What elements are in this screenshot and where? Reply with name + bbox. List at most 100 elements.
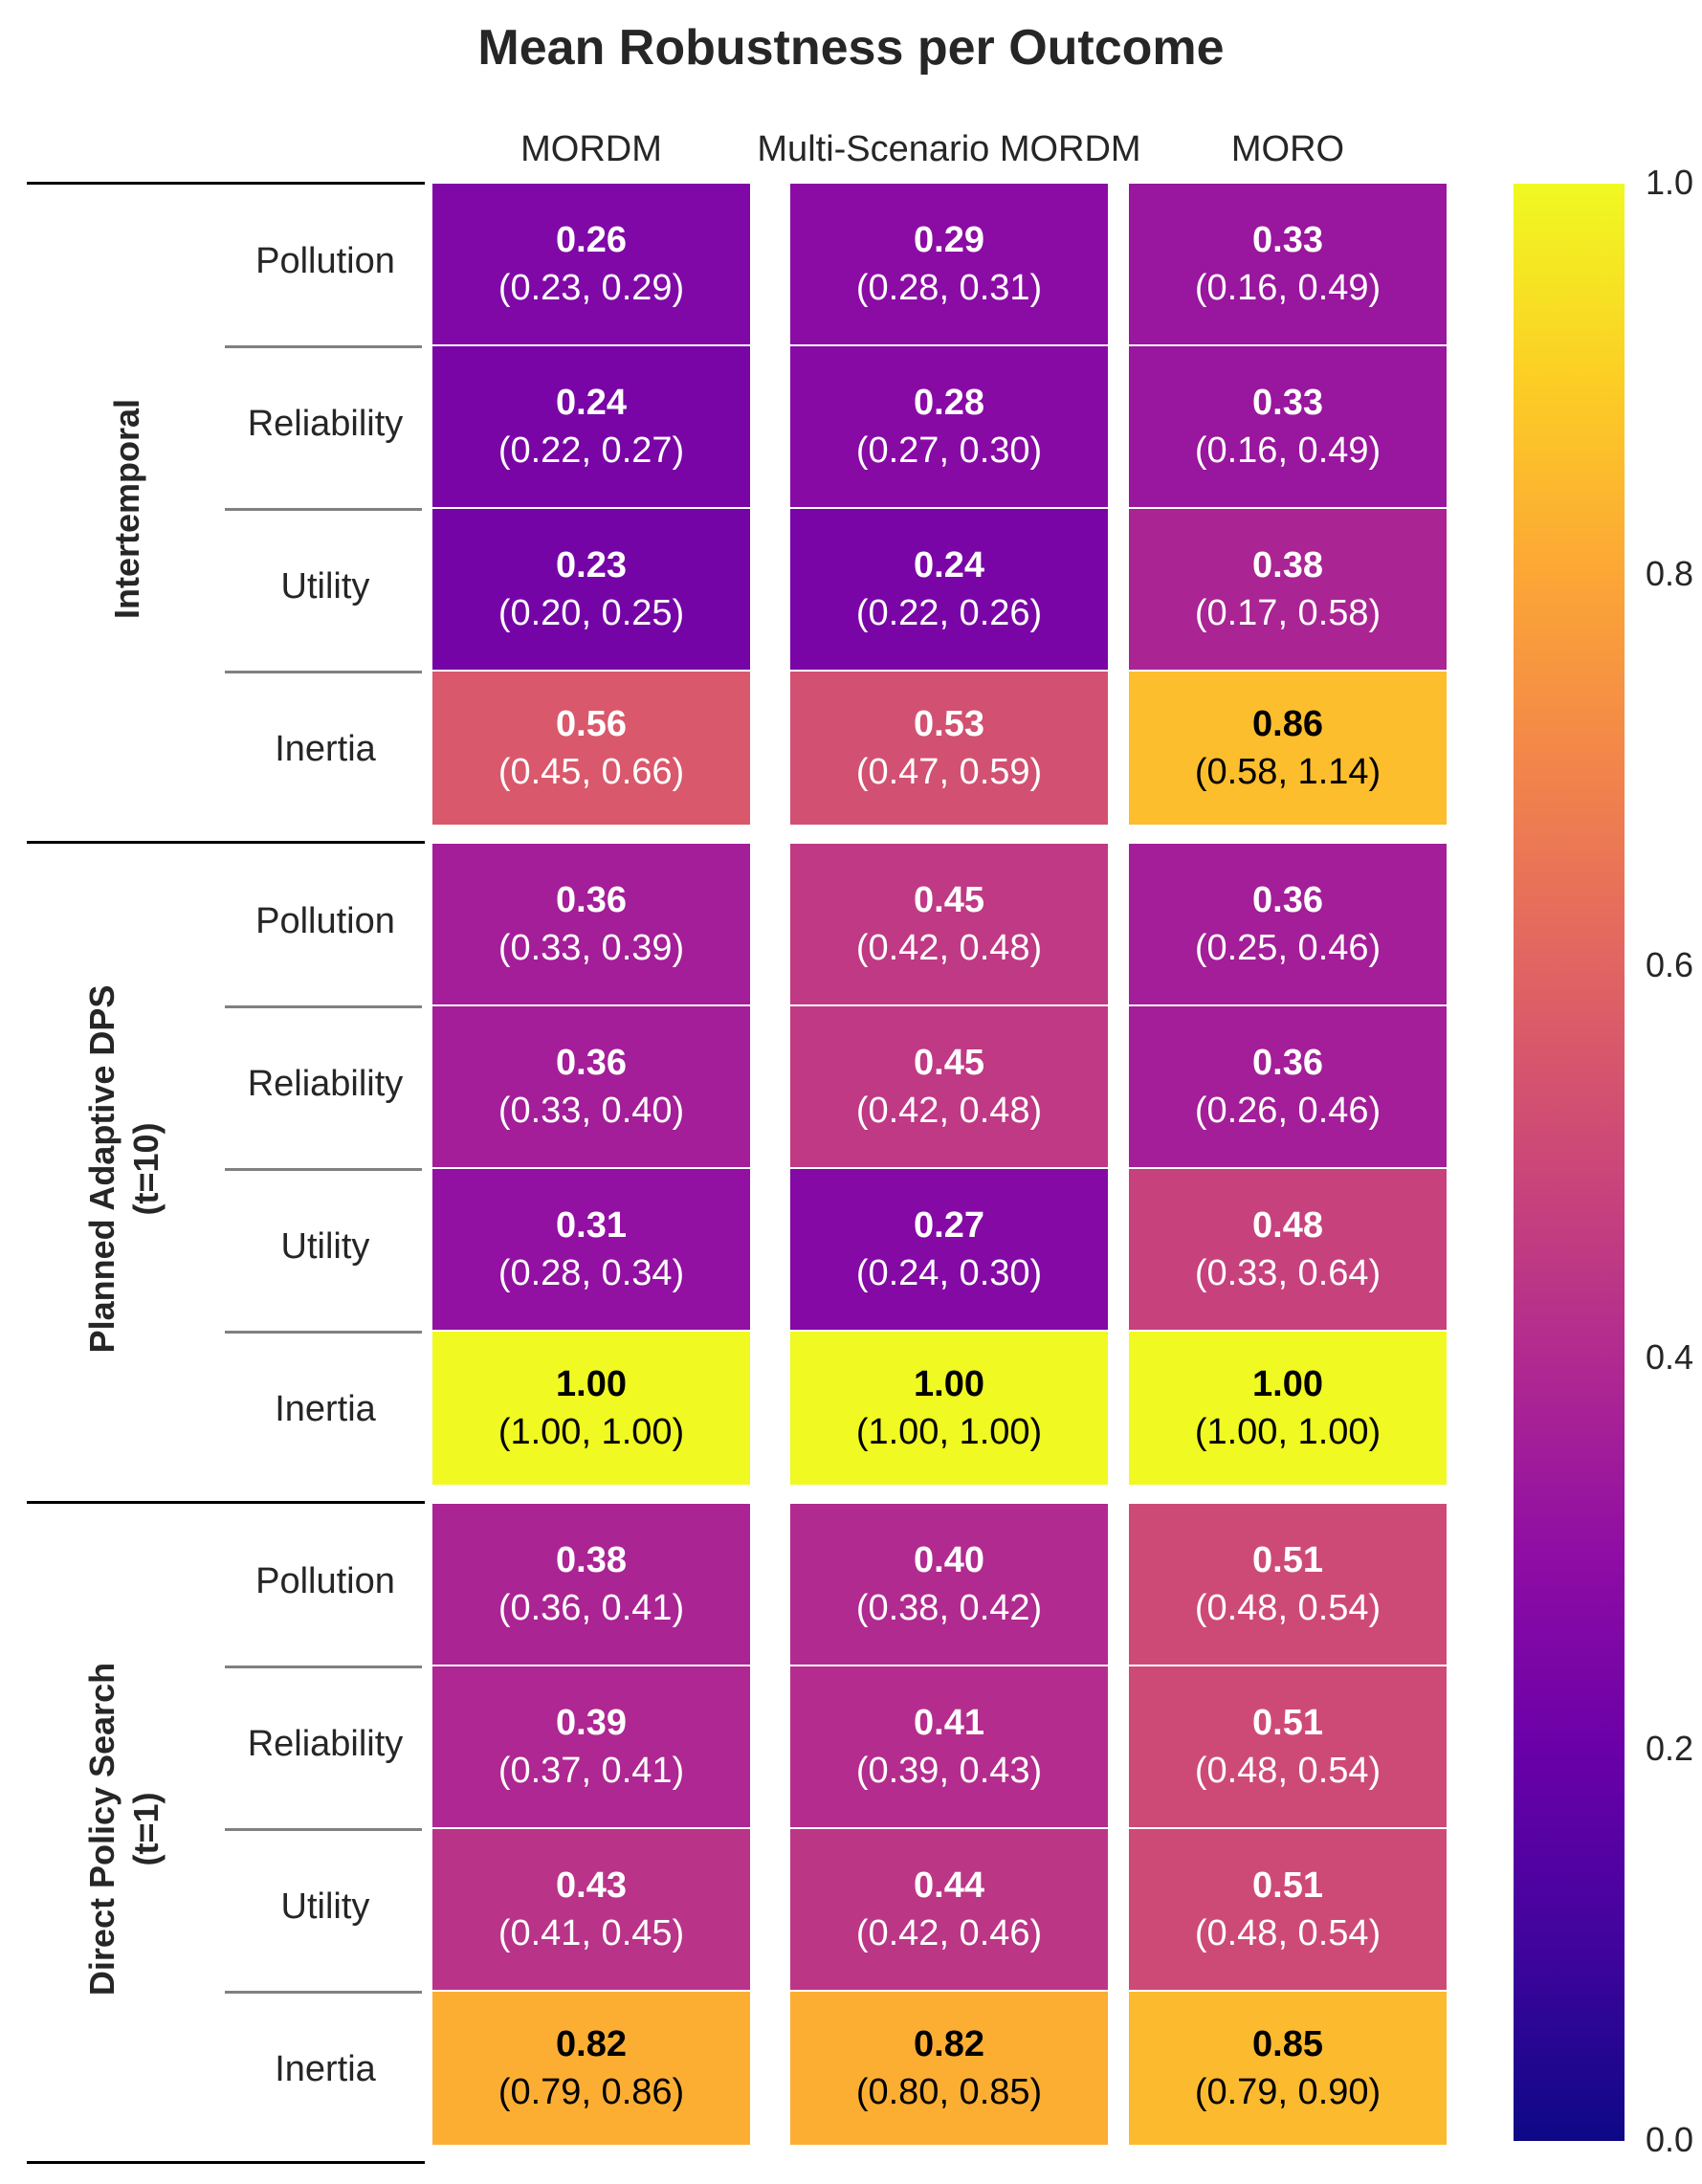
row-label: Pollution [255, 901, 395, 941]
cell-value: 0.40 [914, 1540, 984, 1580]
cell-value: 0.51 [1252, 1703, 1323, 1743]
cell-interval: (0.42, 0.46) [855, 1913, 1043, 1953]
heatmap-cell: 0.36 (0.25, 0.46) [1129, 844, 1447, 1004]
cell-value: 0.36 [556, 1043, 627, 1083]
colorbar-gradient [1514, 184, 1625, 2141]
heatmap-cell: 0.45 (0.42, 0.48) [790, 844, 1108, 1004]
cell-value: 0.28 [914, 383, 984, 423]
heatmap-cell: 0.38 (0.36, 0.41) [432, 1504, 750, 1665]
heatmap-cell: 1.00 (1.00, 1.00) [432, 1332, 750, 1485]
cell-interval: (0.33, 0.64) [1194, 1253, 1381, 1293]
heatmap-cell: 0.24 (0.22, 0.27) [432, 346, 750, 507]
row-separator [225, 1991, 422, 1994]
row-label: Reliability [247, 404, 404, 444]
heatmap-cell: 0.86 (0.58, 1.14) [1129, 672, 1447, 825]
cell-interval: (0.48, 0.54) [1194, 1913, 1381, 1953]
cell-interval: (0.33, 0.39) [497, 928, 685, 968]
cell-value: 0.24 [556, 383, 627, 423]
heatmap-cell: 0.38 (0.17, 0.58) [1129, 509, 1447, 670]
group-separator [27, 841, 425, 844]
group-label-line: Intertemporal [107, 398, 146, 620]
group-label: Intertemporal [105, 399, 149, 619]
cell-value: 0.48 [1252, 1205, 1323, 1246]
heatmap-cell: 0.51 (0.48, 0.54) [1129, 1666, 1447, 1827]
cell-interval: (0.24, 0.30) [855, 1253, 1043, 1293]
row-separator [225, 671, 422, 673]
cell-interval: (0.48, 0.54) [1194, 1751, 1381, 1791]
column-header: MORDM [520, 129, 662, 169]
cell-interval: (0.23, 0.29) [497, 268, 685, 308]
cell-value: 1.00 [556, 1364, 627, 1404]
heatmap-cell: 0.29 (0.28, 0.31) [790, 184, 1108, 344]
cell-interval: (0.38, 0.42) [855, 1588, 1043, 1628]
cell-value: 0.26 [556, 220, 627, 260]
cell-interval: (0.39, 0.43) [855, 1751, 1043, 1791]
cell-interval: (0.16, 0.49) [1194, 430, 1381, 471]
heatmap-cell: 0.44 (0.42, 0.46) [790, 1829, 1108, 1990]
group-label-line: Direct Policy Search [82, 1662, 122, 1996]
heatmap-cell: 0.36 (0.33, 0.40) [432, 1006, 750, 1167]
column-header: Multi-Scenario MORDM [757, 129, 1141, 169]
cell-value: 0.45 [914, 1043, 984, 1083]
cell-value: 0.31 [556, 1205, 627, 1246]
cell-interval: (0.37, 0.41) [497, 1751, 685, 1791]
cell-interval: (0.22, 0.27) [497, 430, 685, 471]
cell-value: 0.86 [1252, 704, 1323, 744]
heatmap-cell: 0.23 (0.20, 0.25) [432, 509, 750, 670]
cell-interval: (0.79, 0.86) [497, 2072, 685, 2112]
heatmap-cell: 0.36 (0.26, 0.46) [1129, 1006, 1447, 1167]
heatmap-cell: 0.41 (0.39, 0.43) [790, 1666, 1108, 1827]
heatmap-cell: 0.31 (0.28, 0.34) [432, 1169, 750, 1330]
heatmap-cell: 0.26 (0.23, 0.29) [432, 184, 750, 344]
row-label: Inertia [275, 1389, 376, 1429]
cell-interval: (0.26, 0.46) [1194, 1091, 1381, 1131]
cell-value: 0.38 [1252, 545, 1323, 585]
heatmap-cell: 0.33 (0.16, 0.49) [1129, 184, 1447, 344]
heatmap-cell: 0.45 (0.42, 0.48) [790, 1006, 1108, 1167]
group-label-line: Planned Adaptive DPS [82, 984, 122, 1354]
cell-value: 0.33 [1252, 220, 1323, 260]
cell-interval: (1.00, 1.00) [497, 1412, 685, 1452]
cell-interval: (0.25, 0.46) [1194, 928, 1381, 968]
heatmap-cell: 0.28 (0.27, 0.30) [790, 346, 1108, 507]
colorbar-tick-label: 1.0 [1646, 163, 1694, 202]
cell-interval: (0.17, 0.58) [1194, 593, 1381, 633]
cell-value: 1.00 [1252, 1364, 1323, 1404]
cell-value: 0.27 [914, 1205, 984, 1246]
row-label: Pollution [255, 241, 395, 281]
colorbar-tick-label: 0.8 [1646, 554, 1694, 594]
cell-value: 1.00 [914, 1364, 984, 1404]
row-label: Utility [280, 1886, 370, 1927]
cell-interval: (1.00, 1.00) [1194, 1412, 1381, 1452]
heatmap-cell: 0.33 (0.16, 0.49) [1129, 346, 1447, 507]
cell-value: 0.36 [1252, 880, 1323, 920]
cell-interval: (0.42, 0.48) [855, 928, 1043, 968]
cell-value: 0.41 [914, 1703, 984, 1743]
colorbar-tick-label: 0.0 [1646, 2120, 1694, 2159]
row-label: Utility [280, 1226, 370, 1267]
row-separator [225, 1005, 422, 1008]
cell-value: 0.29 [914, 220, 984, 260]
chart-title: Mean Robustness per Outcome [477, 20, 1225, 76]
cell-interval: (0.20, 0.25) [497, 593, 685, 633]
heatmap-cell: 0.82 (0.79, 0.86) [432, 1992, 750, 2145]
cell-value: 0.56 [556, 704, 627, 744]
cell-value: 0.45 [914, 880, 984, 920]
group-label: Planned Adaptive DPS (t=10) [80, 985, 168, 1354]
group-label: Direct Policy Search (t=1) [80, 1663, 168, 1996]
heatmap-cell: 0.27 (0.24, 0.30) [790, 1169, 1108, 1330]
cell-interval: (0.28, 0.31) [855, 268, 1043, 308]
cell-value: 0.33 [1252, 383, 1323, 423]
cell-interval: (0.45, 0.66) [497, 752, 685, 792]
colorbar-tick-label: 0.4 [1646, 1336, 1694, 1377]
heatmap-cell: 0.51 (0.48, 0.54) [1129, 1504, 1447, 1665]
row-label: Reliability [247, 1064, 404, 1104]
row-separator [225, 1331, 422, 1334]
cell-interval: (0.16, 0.49) [1194, 268, 1381, 308]
group-separator [27, 1501, 425, 1504]
cell-interval: (0.36, 0.41) [497, 1588, 685, 1628]
group-label-line: (t=10) [126, 1122, 166, 1216]
cell-interval: (0.79, 0.90) [1194, 2072, 1381, 2112]
cell-value: 0.51 [1252, 1865, 1323, 1906]
